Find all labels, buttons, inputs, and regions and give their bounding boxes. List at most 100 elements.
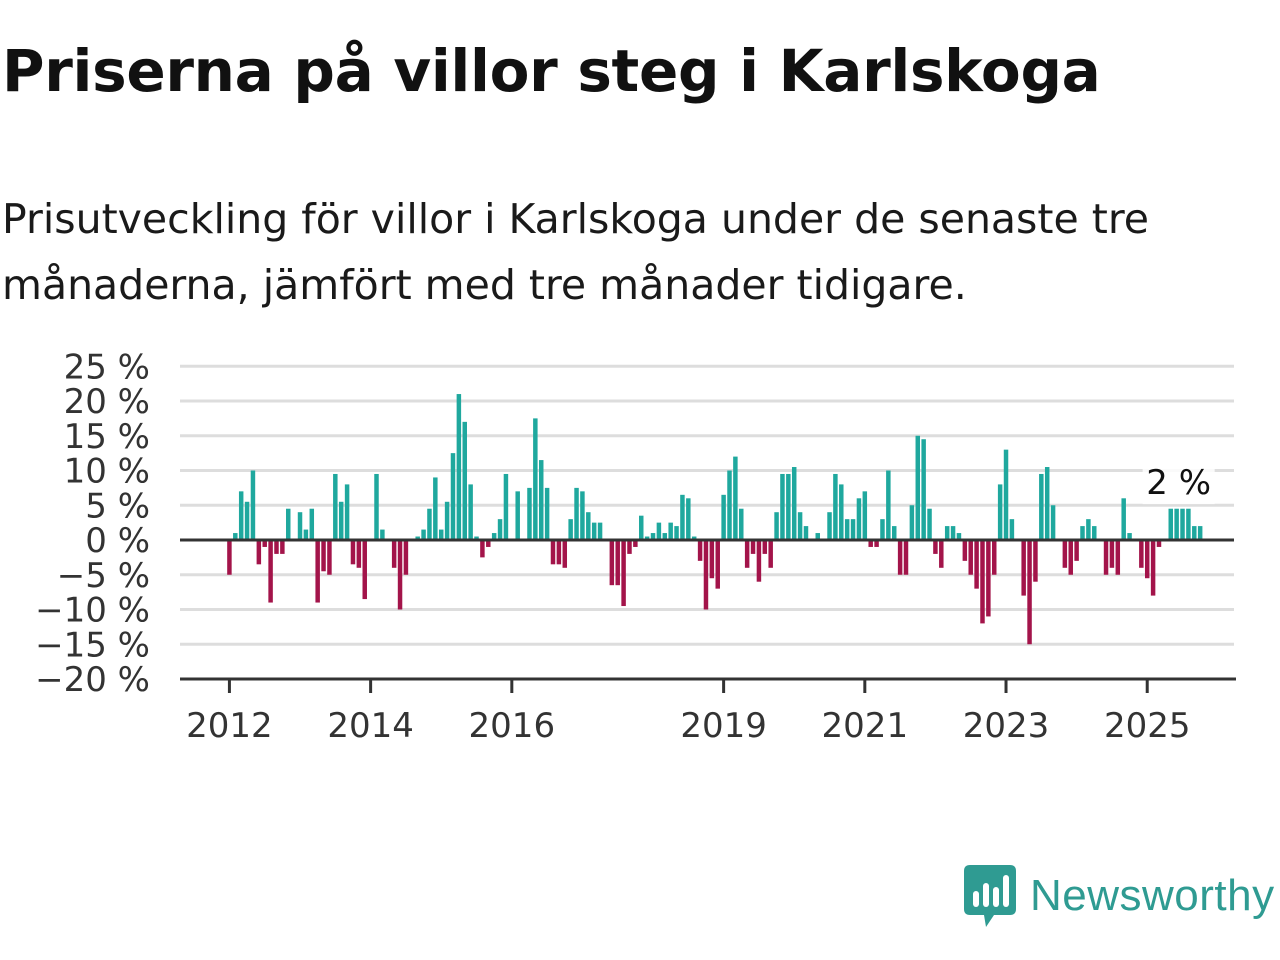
bar (1009, 519, 1015, 540)
y-tick-label: −5 % (57, 556, 150, 596)
bar (697, 540, 703, 561)
bar (274, 540, 279, 554)
bar (956, 533, 962, 540)
bar (715, 540, 720, 589)
x-tick-label: 2012 (186, 706, 273, 746)
bar (1115, 540, 1121, 575)
bar (839, 484, 844, 540)
bar (703, 540, 709, 610)
bar (303, 529, 309, 540)
bar (791, 467, 797, 540)
bar (574, 487, 579, 541)
bar (974, 540, 979, 589)
bar (1092, 526, 1097, 540)
bar (862, 491, 868, 540)
bar (1050, 505, 1056, 540)
bar (686, 498, 691, 540)
bar (597, 522, 603, 541)
bar (1168, 508, 1173, 540)
bar (868, 540, 873, 547)
bar (756, 540, 762, 582)
bar (668, 522, 673, 541)
chart-subtitle: Prisutveckling för villor i Karlskoga un… (2, 195, 1149, 309)
x-tick-label: 2019 (680, 706, 767, 746)
bar (992, 540, 997, 575)
y-tick-label: −20 % (35, 660, 150, 700)
bar (539, 460, 544, 540)
bar (397, 540, 403, 610)
x-tick-label: 2016 (469, 706, 556, 746)
bar (1044, 467, 1050, 540)
bar (844, 519, 850, 540)
bar (515, 491, 520, 540)
bar (892, 526, 897, 540)
bar (1080, 526, 1085, 540)
y-axis-tick-labels: −20 %−15 %−10 %−5 %0 %5 %10 %15 %20 %25 … (35, 347, 150, 700)
bar (733, 456, 738, 540)
bar (1086, 519, 1091, 540)
bar (997, 484, 1003, 540)
bar (774, 512, 779, 540)
bar (421, 529, 426, 540)
bar (350, 540, 356, 565)
bar (544, 487, 550, 541)
bar (444, 501, 450, 541)
bar (933, 540, 938, 554)
bar (568, 519, 573, 540)
bar (362, 540, 367, 600)
bar (480, 540, 485, 558)
bar (427, 508, 432, 540)
bar (886, 470, 891, 540)
bar (244, 501, 250, 541)
y-tick-label: −10 % (35, 591, 150, 631)
bar (1174, 508, 1179, 540)
bar (250, 470, 256, 540)
bar-chart: −20 %−15 %−10 %−5 %0 %5 %10 %15 %20 %25 … (35, 347, 1236, 746)
bar (238, 491, 244, 540)
bar (909, 505, 915, 540)
bar (897, 540, 903, 575)
annotation: 2 % (1142, 460, 1215, 505)
bar (497, 519, 503, 540)
bar (968, 540, 973, 575)
bar (1127, 533, 1132, 540)
bar (944, 526, 950, 540)
bar (456, 394, 462, 540)
bar (262, 540, 267, 547)
bar (1156, 540, 1162, 547)
bar (1033, 540, 1038, 582)
bar (527, 487, 532, 541)
bar (727, 470, 732, 540)
annotation-label: 2 % (1146, 463, 1211, 503)
bar (1039, 473, 1044, 540)
bar (580, 491, 585, 540)
bar (633, 540, 638, 547)
bar (709, 540, 715, 579)
bar (1192, 526, 1197, 540)
bar (615, 540, 620, 586)
bar (1021, 540, 1026, 596)
bar (1180, 508, 1185, 540)
bar (921, 439, 926, 540)
bar (744, 540, 750, 568)
bar (333, 473, 338, 540)
bar (550, 540, 556, 565)
y-tick-label: −15 % (35, 625, 150, 665)
bar (903, 540, 909, 575)
bar (927, 508, 932, 540)
bar (586, 512, 591, 540)
bar (280, 540, 285, 554)
bar (680, 494, 685, 540)
bar (1027, 540, 1032, 645)
bar (256, 540, 262, 565)
bar (1121, 498, 1126, 540)
x-tick-label: 2025 (1104, 706, 1191, 746)
bar (939, 540, 944, 568)
bar (1068, 540, 1073, 575)
bar (780, 473, 785, 540)
bar (674, 526, 679, 540)
bar (1074, 540, 1079, 561)
bar (233, 533, 238, 540)
bar (391, 540, 397, 568)
bar (486, 540, 491, 547)
